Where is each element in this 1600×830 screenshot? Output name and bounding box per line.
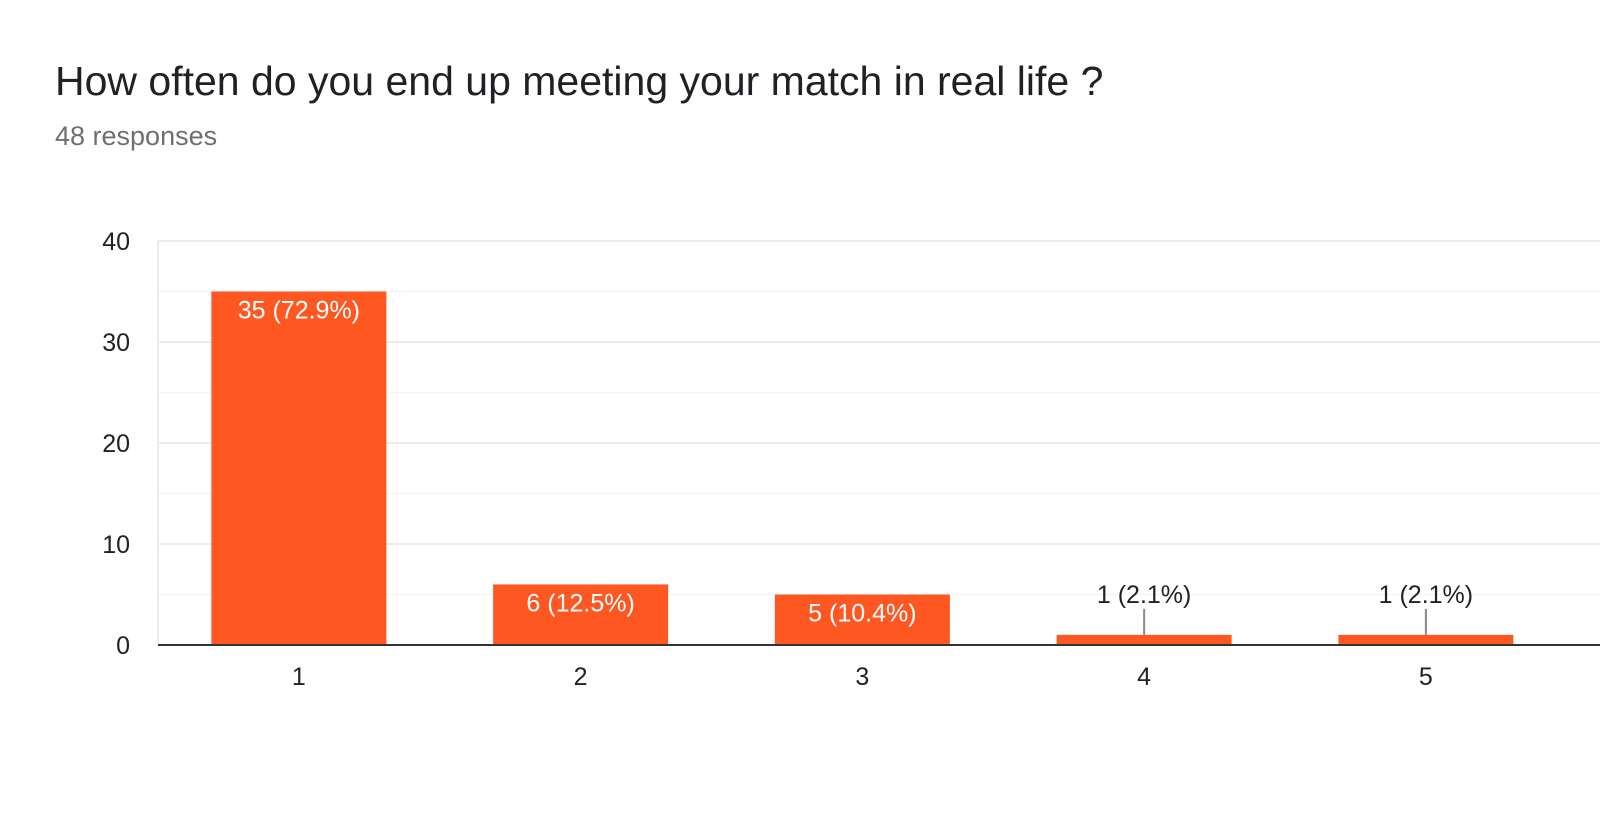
data-label: 35 (72.9%) [238,297,360,325]
y-axis-ticks: 0 10 20 30 40 [102,228,130,660]
data-label: 6 (12.5%) [526,589,634,617]
x-axis-ticks: 1 2 3 4 5 [292,663,1433,691]
y-tick-label: 40 [102,228,130,256]
bar [774,594,950,645]
y-tick-label: 10 [102,531,130,559]
response-count: 48 responses [55,121,218,151]
x-tick-label: 5 [1419,663,1433,691]
x-tick-label: 3 [855,663,869,691]
data-labels: 35 (72.9%) 6 (12.5%) 5 (10.4%) 1 (2.1%) 1 (2… [238,297,1473,635]
bar [1338,634,1514,645]
x-tick-label: 2 [574,663,588,691]
y-tick-label: 30 [102,329,130,357]
data-label: 1 (2.1%) [1097,581,1191,609]
gridlines [157,240,1600,645]
bar [211,291,387,645]
x-tick-label: 4 [1137,663,1151,691]
bars [211,291,1514,645]
bar [1056,634,1232,645]
y-tick-label: 0 [116,632,130,660]
data-label: 5 (10.4%) [808,600,916,628]
y-tick-label: 20 [102,430,130,458]
chart-title: How often do you end up meeting your mat… [55,58,1104,104]
data-label: 1 (2.1%) [1379,581,1473,609]
x-tick-label: 1 [292,663,306,691]
bar [493,584,669,645]
